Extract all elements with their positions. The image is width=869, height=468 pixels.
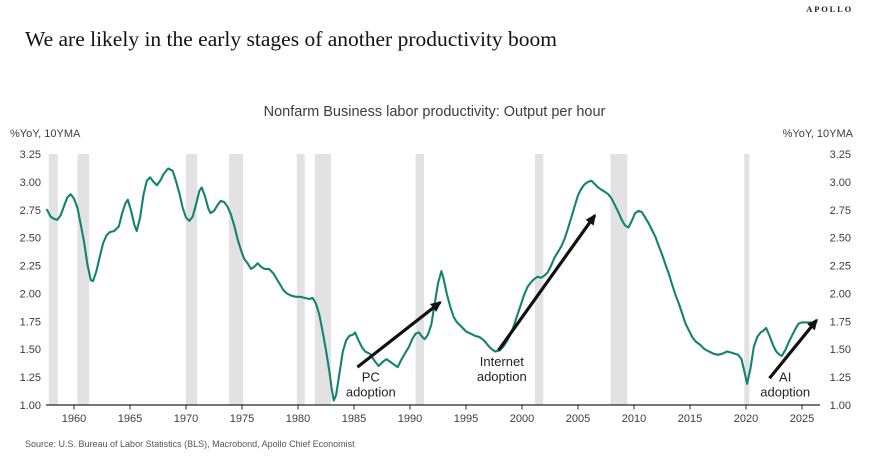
y-tick-label-left: 2.00 (20, 288, 41, 300)
x-tick-label: 1970 (174, 413, 198, 425)
x-tick-label: 2025 (790, 413, 814, 425)
recession-band (296, 154, 305, 405)
y-tick-label-right: 2.75 (830, 205, 851, 217)
ai-adoption-arrow (768, 318, 818, 380)
x-tick-label: 1990 (398, 413, 422, 425)
productivity-line (46, 167, 813, 402)
recession-band (415, 154, 424, 405)
pc-adoption-arrow (356, 301, 442, 369)
x-tick-label: 2015 (678, 413, 702, 425)
pc-adoption-label: PC adoption (346, 370, 396, 400)
recession-band (314, 154, 331, 405)
y-tick-label-left: 3.00 (20, 177, 41, 189)
x-tick-label: 2020 (734, 413, 758, 425)
x-tick-label: 1965 (118, 413, 142, 425)
headline: We are likely in the early stages of ano… (25, 27, 558, 51)
y-tick-label-left: 3.25 (20, 149, 41, 161)
x-tick-label: 2010 (622, 413, 646, 425)
y-tick-label-right: 1.00 (830, 400, 851, 412)
y-tick-label-left: 2.25 (20, 261, 41, 273)
internet-adoption-label: Internet adoption (477, 354, 527, 384)
ai-adoption-label: AI adoption (760, 370, 810, 400)
x-tick-label: 1980 (286, 413, 310, 425)
y-tick-label-left: 1.00 (20, 400, 41, 412)
y-tick-label-left: 1.75 (20, 316, 41, 328)
y-tick-label-right: 2.50 (830, 233, 851, 245)
y-axis-unit-label-left: %YoY, 10YMA (10, 128, 81, 140)
recession-band (744, 154, 750, 405)
y-tick-label-right: 2.25 (830, 261, 851, 273)
y-tick-label-left: 2.75 (20, 205, 41, 217)
recession-band (610, 154, 628, 405)
x-tick-label: 1985 (342, 413, 366, 425)
recession-band (534, 154, 544, 405)
y-tick-label-left: 1.50 (20, 344, 41, 356)
x-tick-label: 1975 (230, 413, 254, 425)
y-tick-label-left: 2.50 (20, 233, 41, 245)
recession-band (48, 154, 58, 405)
recession-band (186, 154, 198, 405)
y-tick-label-right: 1.25 (830, 372, 851, 384)
y-axis-unit-label-right: %YoY, 10YMA (782, 128, 853, 140)
chart-title: Nonfarm Business labor productivity: Out… (263, 104, 606, 120)
apollo-logo: APOLLO (806, 4, 853, 14)
recession-band (77, 154, 90, 405)
internet-adoption-arrow (497, 213, 597, 352)
y-tick-label-right: 1.50 (830, 344, 851, 356)
y-tick-label-right: 3.25 (830, 149, 851, 161)
y-tick-label-left: 1.25 (20, 372, 41, 384)
y-tick-label-right: 1.75 (830, 316, 851, 328)
x-tick-label: 2005 (566, 413, 590, 425)
y-tick-label-right: 3.00 (830, 177, 851, 189)
x-tick-label: 2000 (510, 413, 534, 425)
recession-band (229, 154, 244, 405)
x-tick-label: 1995 (454, 413, 478, 425)
y-tick-label-right: 2.00 (830, 288, 851, 300)
x-tick-label: 1960 (62, 413, 86, 425)
source-note: Source: U.S. Bureau of Labor Statistics … (25, 439, 355, 449)
